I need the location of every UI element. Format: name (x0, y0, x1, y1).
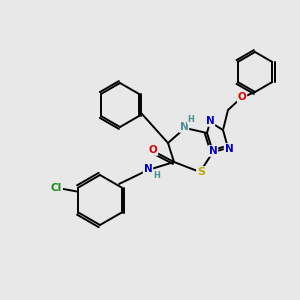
Text: N: N (180, 122, 188, 132)
Text: O: O (148, 145, 158, 155)
Text: Cl: Cl (51, 183, 62, 194)
Text: H: H (154, 170, 160, 179)
Text: N: N (144, 164, 152, 174)
Text: N: N (225, 144, 233, 154)
Text: N: N (206, 116, 214, 126)
Text: N: N (208, 146, 217, 156)
Text: S: S (197, 167, 205, 177)
Text: O: O (238, 92, 246, 102)
Text: H: H (188, 115, 194, 124)
